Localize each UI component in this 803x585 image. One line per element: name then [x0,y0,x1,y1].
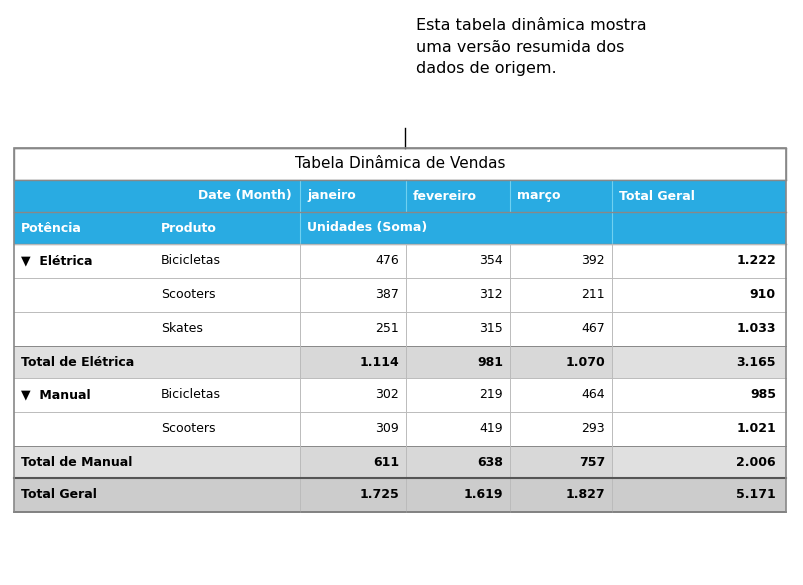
Text: março: março [516,190,560,202]
Bar [14,346,785,378]
Text: 1.222: 1.222 [736,254,775,267]
Text: 757: 757 [578,456,604,469]
Text: 293: 293 [581,422,604,435]
Text: Tabela Dinâmica de Vendas: Tabela Dinâmica de Vendas [295,157,504,171]
Text: 1.827: 1.827 [565,488,604,501]
Text: Total Geral: Total Geral [618,190,694,202]
Text: Skates: Skates [161,322,202,336]
Text: 3.165: 3.165 [736,356,775,369]
Text: 1.619: 1.619 [463,488,503,501]
Text: 464: 464 [581,388,604,401]
Text: 392: 392 [581,254,604,267]
Bar [14,212,785,244]
Text: Total de Manual: Total de Manual [21,456,132,469]
Bar [14,478,785,512]
Bar [14,312,785,346]
Bar [14,148,785,180]
Text: 981: 981 [476,356,503,369]
Bar [14,278,785,312]
Text: 1.725: 1.725 [359,488,398,501]
Text: 638: 638 [476,456,503,469]
Bar [14,378,785,412]
Text: 211: 211 [581,288,604,301]
Text: 387: 387 [375,288,398,301]
Bar [14,180,785,212]
Text: 312: 312 [479,288,503,301]
Text: 1.070: 1.070 [565,356,604,369]
Text: 315: 315 [479,322,503,336]
Text: 1.021: 1.021 [736,422,775,435]
Bar [14,446,785,478]
Bar [300,446,611,478]
Text: fevereiro: fevereiro [413,190,476,202]
Bar [14,412,785,446]
Text: Produto: Produto [161,222,217,235]
Text: 302: 302 [375,388,398,401]
Text: Unidades (Soma): Unidades (Soma) [307,222,426,235]
Text: 419: 419 [479,422,503,435]
Text: 251: 251 [375,322,398,336]
Text: 354: 354 [479,254,503,267]
Bar [14,244,785,278]
Text: Total de Elétrica: Total de Elétrica [21,356,134,369]
Text: 611: 611 [373,456,398,469]
Bar [300,346,611,378]
Text: Total Geral: Total Geral [21,488,96,501]
Text: 985: 985 [749,388,775,401]
Text: 2.006: 2.006 [736,456,775,469]
Text: ▼  Manual: ▼ Manual [21,388,91,401]
Text: Bicicletas: Bicicletas [161,254,221,267]
Text: 309: 309 [375,422,398,435]
Text: 1.114: 1.114 [359,356,398,369]
Text: 467: 467 [581,322,604,336]
Text: 5.171: 5.171 [736,488,775,501]
Text: Esta tabela dinâmica mostra
uma versão resumida dos
dados de origem.: Esta tabela dinâmica mostra uma versão r… [415,18,646,76]
Text: janeiro: janeiro [307,190,355,202]
Text: Scooters: Scooters [161,422,215,435]
Text: Scooters: Scooters [161,288,215,301]
Text: Potência: Potência [21,222,82,235]
Text: ▼  Elétrica: ▼ Elétrica [21,254,92,267]
Text: 476: 476 [375,254,398,267]
Text: 910: 910 [749,288,775,301]
Text: 219: 219 [479,388,503,401]
Text: Date (Month): Date (Month) [198,190,291,202]
Text: 1.033: 1.033 [736,322,775,336]
Text: Bicicletas: Bicicletas [161,388,221,401]
Bar [14,148,785,512]
